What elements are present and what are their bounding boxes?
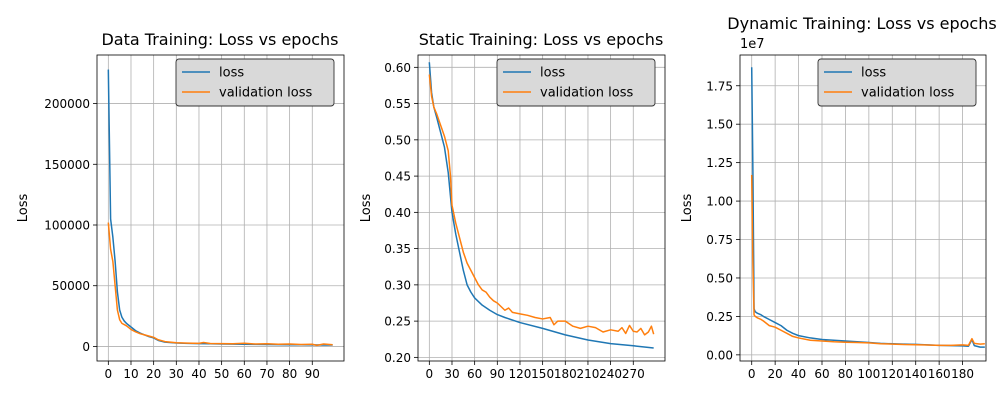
tick-labels: 0 20 40 60 80 100 120 140 160 180 0.00 0.25 0.50 0.75… — [706, 79, 974, 381]
series-line-loss — [750, 67, 985, 348]
y-tick-label: 100000 — [44, 219, 90, 233]
y-tick-label: 50000 — [52, 279, 90, 293]
series-line-validation-loss — [107, 222, 333, 347]
y-tick-label: 0.35 — [384, 242, 411, 256]
legend: loss validation loss — [817, 58, 977, 107]
x-tick-label: 10 — [123, 367, 138, 381]
x-tick-label: 120 — [509, 367, 532, 381]
legend-label: validation loss — [861, 86, 954, 101]
x-tick-label: 0 — [105, 367, 113, 381]
y-tick-label: 1.25 — [706, 156, 733, 170]
series-lines — [750, 67, 985, 348]
x-tick-label: 150 — [531, 367, 554, 381]
legend: loss validation loss — [175, 58, 335, 107]
y-tick-label: 0.25 — [384, 315, 411, 329]
y-tick-label: 150000 — [44, 158, 90, 172]
x-tick-label: 0 — [426, 367, 434, 381]
y-tick-label: 1.50 — [706, 118, 733, 132]
x-tick-label: 140 — [904, 367, 927, 381]
x-tick-label: 0 — [748, 367, 756, 381]
series-line-loss — [107, 69, 333, 346]
y-offset-label: 1e7 — [740, 37, 765, 52]
y-tick-label: 0.50 — [706, 271, 733, 285]
legend-box — [496, 58, 656, 107]
legend-label: loss — [540, 66, 565, 81]
y-axis-label: Loss — [680, 194, 695, 223]
y-tick-label: 0.50 — [384, 133, 411, 147]
x-tick-label: 210 — [577, 367, 600, 381]
y-tick-label: 1.75 — [706, 79, 733, 93]
legend-label: loss — [219, 66, 244, 81]
chart-panel-data-training: Data Training: Loss vs epochs Loss 0 10 20… — [16, 30, 345, 381]
legend-box — [175, 58, 335, 107]
x-tick-label: 20 — [768, 367, 783, 381]
x-tick-label: 270 — [622, 367, 645, 381]
chart-panel-dynamic-training: Dynamic Training: Loss vs epochs Loss 1e… — [680, 14, 997, 381]
series-lines — [107, 69, 333, 347]
y-tick-label: 0.60 — [384, 61, 411, 75]
x-tick-label: 90 — [305, 367, 320, 381]
y-tick-label: 0.40 — [384, 206, 411, 220]
y-tick-label: 0.00 — [706, 348, 733, 362]
x-tick-label: 30 — [444, 367, 459, 381]
series-line-loss — [428, 62, 654, 349]
tick-labels: 0 30 60 90 120 150 180 210 240 270 0.20 0.25 0.30 0.3… — [384, 61, 644, 381]
axes-frame — [739, 54, 987, 362]
x-tick-label: 50 — [214, 367, 229, 381]
tick-labels: 0 10 20 30 40 50 60 70 80 90 0 50000 100000 150000 200… — [44, 97, 320, 381]
x-tick-label: 180 — [554, 367, 577, 381]
x-tick-label: 120 — [881, 367, 904, 381]
y-tick-label: 0.75 — [706, 233, 733, 247]
x-tick-label: 100 — [857, 367, 880, 381]
x-tick-label: 70 — [259, 367, 274, 381]
x-tick-label: 80 — [838, 367, 853, 381]
x-tick-label: 60 — [467, 367, 482, 381]
axes-frame — [96, 54, 345, 362]
legend-label: validation loss — [540, 86, 633, 101]
x-tick-label: 40 — [791, 367, 806, 381]
y-tick-label: 0.25 — [706, 310, 733, 324]
y-tick-label: 0.55 — [384, 97, 411, 111]
axes-frame — [417, 54, 666, 362]
x-tick-label: 180 — [951, 367, 974, 381]
y-tick-label: 0.20 — [384, 351, 411, 365]
x-tick-label: 160 — [928, 367, 951, 381]
x-tick-label: 30 — [169, 367, 184, 381]
series-line-validation-loss — [750, 174, 985, 347]
y-axis-label: Loss — [359, 194, 374, 223]
chart-title: Static Training: Loss vs epochs — [419, 30, 664, 49]
y-tick-label: 0 — [82, 340, 90, 354]
series-line-validation-loss — [428, 74, 655, 336]
y-axis-label: Loss — [16, 194, 31, 223]
y-tick-label: 200000 — [44, 97, 90, 111]
y-tick-label: 0.30 — [384, 278, 411, 292]
x-tick-label: 60 — [237, 367, 252, 381]
x-tick-label: 20 — [146, 367, 161, 381]
chart-panel-static-training: Static Training: Loss vs epochs Loss 0 30… — [359, 30, 666, 381]
y-tick-label: 0.45 — [384, 170, 411, 184]
legend: loss validation loss — [496, 58, 656, 107]
series-lines — [428, 62, 655, 349]
chart-title: Dynamic Training: Loss vs epochs — [727, 14, 996, 33]
x-tick-label: 60 — [814, 367, 829, 381]
y-tick-label: 1.00 — [706, 195, 733, 209]
x-tick-label: 240 — [599, 367, 622, 381]
x-tick-label: 40 — [191, 367, 206, 381]
x-tick-label: 90 — [490, 367, 505, 381]
x-tick-label: 80 — [282, 367, 297, 381]
legend-label: loss — [861, 66, 886, 81]
chart-title: Data Training: Loss vs epochs — [101, 30, 338, 49]
legend-box — [817, 58, 977, 107]
legend-label: validation loss — [219, 86, 312, 101]
